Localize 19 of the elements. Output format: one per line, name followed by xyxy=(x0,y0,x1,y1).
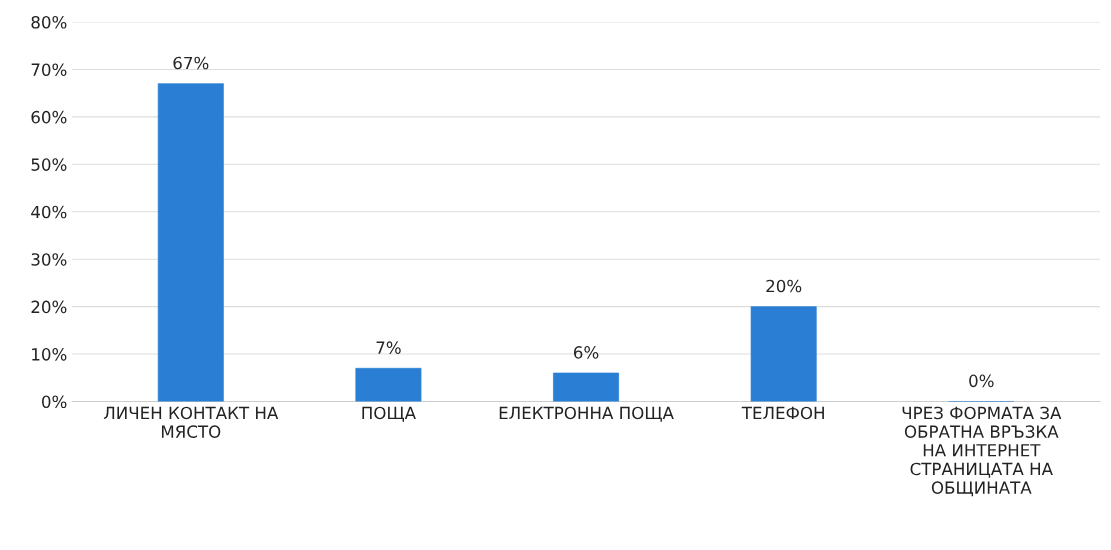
y-tick-label: 40% xyxy=(31,205,67,219)
data-label: 7% xyxy=(376,341,401,354)
y-tick-label: 70% xyxy=(31,63,67,77)
x-tick-label: ЛИЧЕН КОНТАКТ НА МЯСТО xyxy=(103,406,279,438)
x-tick-label: ПОЩА xyxy=(362,406,416,422)
data-label: 0% xyxy=(969,374,994,388)
y-tick-label: 10% xyxy=(32,348,67,361)
y-tick-label: 60% xyxy=(31,110,67,124)
data-label: 67% xyxy=(173,56,209,70)
data-label: 6% xyxy=(574,346,599,359)
y-tick-label: 50% xyxy=(31,158,67,171)
y-tick-label: 20% xyxy=(31,300,67,314)
data-label: 20% xyxy=(766,279,802,293)
x-tick-label: ЕЛЕКТРОННА ПОЩА xyxy=(499,406,674,422)
y-tick-label: 0% xyxy=(42,395,67,409)
x-tick-label: ТЕЛЕФОН xyxy=(741,406,824,420)
y-tick-label: 30% xyxy=(31,253,67,266)
y-tick-label: 80% xyxy=(31,15,67,29)
x-tick-label: ЧРЕЗ ФОРМАТА ЗА ОБРАТНА ВРЪЗКА НА ИНТЕРНЕТ СТРАНИЦАТА НА ОБЩИНАТА xyxy=(902,406,1062,497)
